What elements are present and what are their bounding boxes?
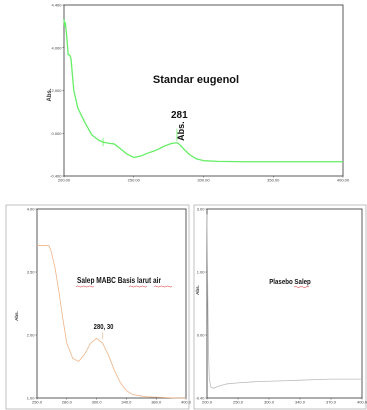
- x-tick-label: 250.00: [128, 178, 141, 183]
- series-line: [63, 19, 343, 163]
- plot-frame: [206, 208, 363, 399]
- peak-label: 281: [171, 110, 188, 121]
- chart-title: Plasebo Salep: [269, 279, 311, 287]
- x-tick-label: 200.00: [58, 178, 71, 183]
- y-tick-label: 0.000: [51, 131, 62, 136]
- series-line: [206, 214, 362, 389]
- x-tick-label: 300.0: [264, 400, 275, 405]
- x-tick-label: 340.0: [121, 400, 132, 405]
- panel-border: [193, 204, 367, 410]
- x-tick-label: 400.00: [337, 178, 350, 183]
- x-tick-label: 300.0: [92, 400, 103, 405]
- y-tick-label: 4.00: [27, 207, 36, 212]
- y-tick-label: -0.400: [50, 174, 62, 179]
- x-tick-label: 400.0: [357, 400, 367, 405]
- y-axis-label: Abs.: [47, 88, 53, 101]
- panel-border: [5, 204, 190, 410]
- peak-label-abs: Abs.: [176, 121, 186, 141]
- x-tick-label: 340.0: [295, 400, 306, 405]
- panel-standar-eugenol: Abs. Standar eugenol 200.00 250.00 300.00 3…: [47, 3, 350, 183]
- y-tick-label: 0.00: [197, 333, 206, 338]
- panel-salep-mabc: Abs. Salep MABC Basis larut air 250.0 280…: [5, 204, 192, 410]
- x-tick-label: 280.0: [62, 400, 73, 405]
- y-tick-label: 4.000: [51, 45, 62, 50]
- x-tick-label: 350.00: [267, 178, 280, 183]
- x-tick-label: 300.00: [197, 178, 210, 183]
- peak-label: 280, 30: [94, 324, 114, 332]
- x-tick-label: 380.0: [151, 400, 162, 405]
- y-tick-label: 3.50: [27, 270, 36, 275]
- panel-plasebo-salep: Abs. Plasebo Salep 200.0 250.0 300.0 340.0 3…: [193, 204, 367, 410]
- series-line: [37, 245, 186, 399]
- y-tick-label: 3.00: [197, 207, 206, 212]
- y-tick-label: 1.00: [197, 270, 206, 275]
- chart-title: Standar eugenol: [153, 74, 239, 86]
- plot-frame: [63, 4, 344, 177]
- y-tick-label: 4.400: [51, 3, 62, 8]
- x-tick-label: 200.0: [202, 400, 213, 405]
- y-tick-label: -0.40: [195, 396, 205, 401]
- spellcheck-underline: [75, 285, 173, 288]
- spellcheck-underline: [293, 286, 310, 288]
- plot-frame: [36, 208, 187, 399]
- y-axis-label: Abs.: [14, 311, 19, 321]
- y-tick-label: 2.000: [51, 88, 62, 93]
- y-tick-label: 2.00: [27, 333, 36, 338]
- y-axis-label: Abs.: [195, 285, 200, 295]
- chart-title: Salep MABC Basis larut air: [77, 275, 161, 285]
- x-tick-label: 400.0: [181, 400, 192, 405]
- y-tick-label: 1.00: [27, 396, 36, 401]
- x-tick-label: 250.0: [233, 400, 244, 405]
- x-tick-label: 370.0: [326, 400, 337, 405]
- x-tick-label: 250.0: [32, 400, 43, 405]
